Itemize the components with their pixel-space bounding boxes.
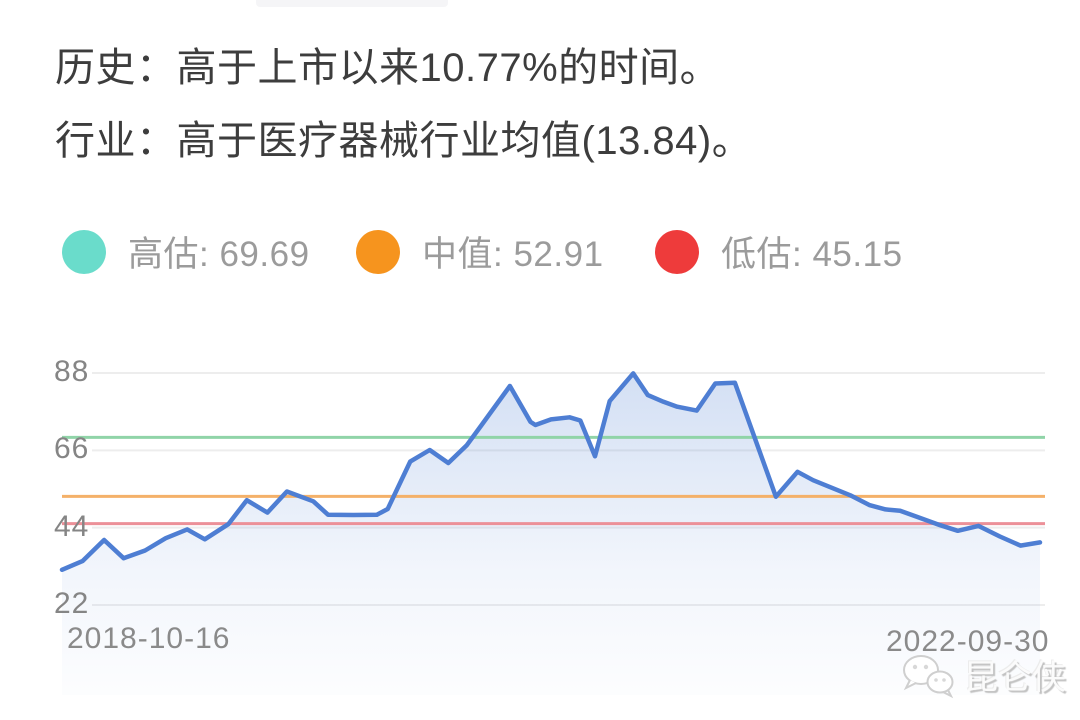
valuation-history-chart[interactable] — [0, 340, 1080, 720]
x-axis-start-date: 2018-10-16 — [67, 622, 231, 655]
legend-item-median[interactable]: 中值: 52.91 — [356, 226, 604, 277]
legend-dot-overvalued-icon — [62, 229, 106, 274]
y-axis-tick-66: 66 — [54, 432, 90, 465]
watermark: 昆仑侠 — [898, 650, 1066, 699]
wechat-icon — [903, 654, 954, 698]
redacted-title-bar — [256, 0, 448, 7]
legend-dot-undervalued-icon — [655, 229, 699, 274]
legend-item-overvalued[interactable]: 高估: 69.69 — [62, 226, 310, 277]
legend-label-overvalued: 高估: 69.69 — [128, 235, 310, 274]
x-axis-end-date: 2022-09-30 — [886, 625, 1050, 658]
watermark-text: 昆仑侠 — [964, 659, 1066, 697]
y-axis-tick-88: 88 — [54, 355, 90, 388]
industry-summary-text: 行业：高于医疗器械行业均值(13.84)。 — [55, 119, 753, 163]
legend-label-undervalued: 低估: 45.15 — [721, 235, 903, 274]
history-summary-text: 历史：高于上市以来10.77%的时间。 — [55, 46, 721, 90]
legend-dot-median-icon — [356, 229, 400, 274]
legend-item-undervalued[interactable]: 低估: 45.15 — [655, 226, 903, 277]
y-axis-tick-44: 44 — [54, 510, 90, 543]
legend-label-median: 中值: 52.91 — [422, 235, 604, 274]
y-axis-tick-22: 22 — [54, 587, 90, 620]
